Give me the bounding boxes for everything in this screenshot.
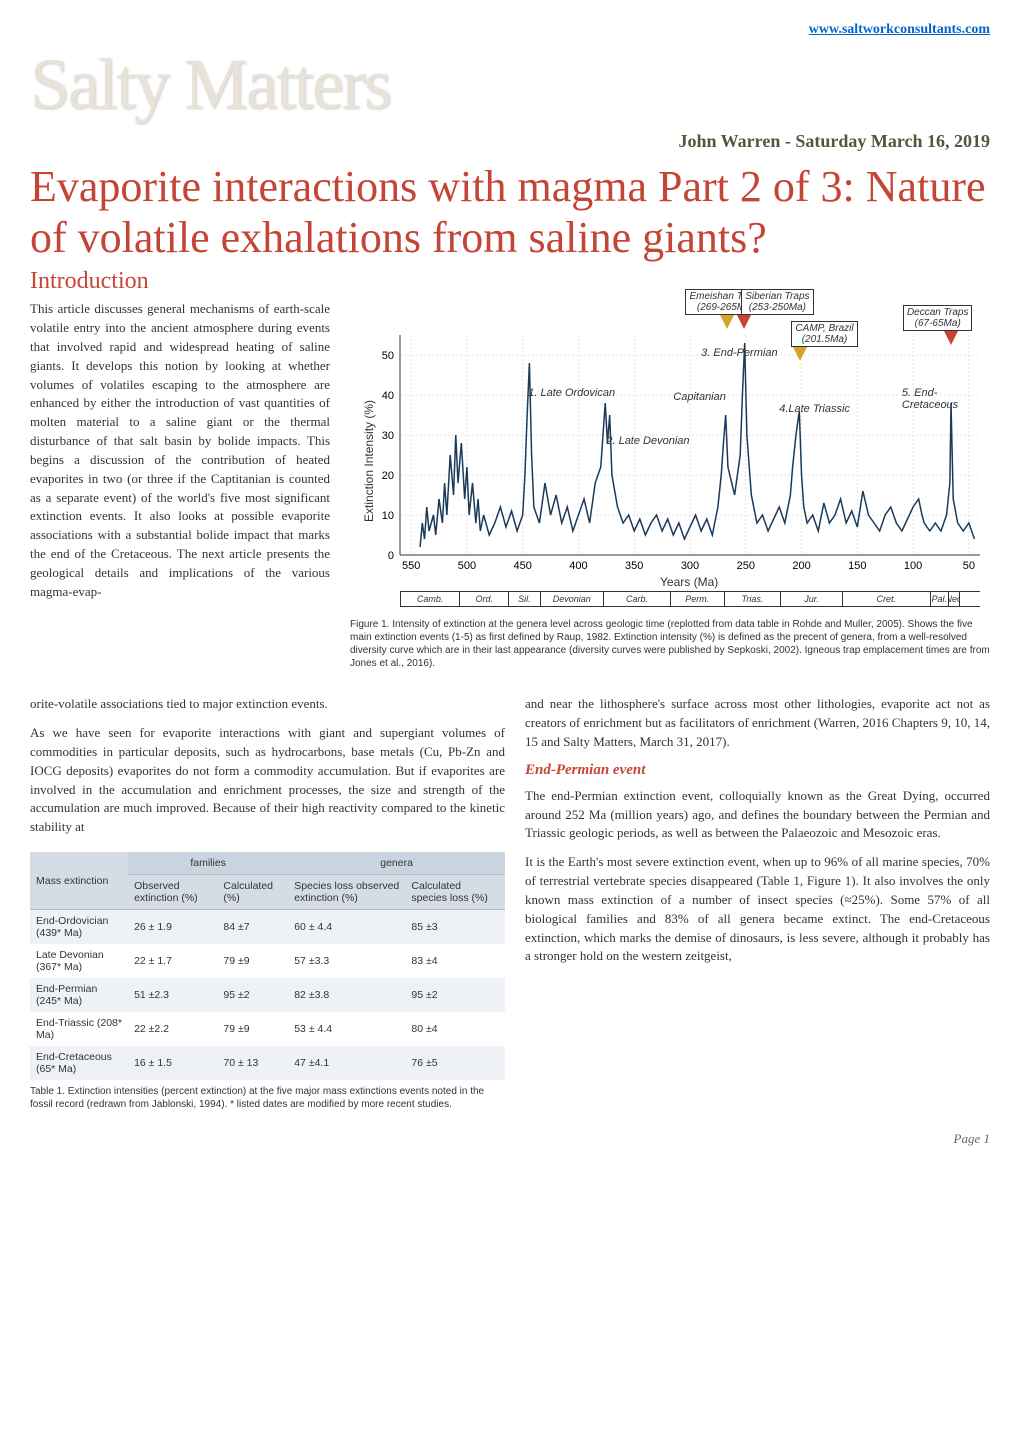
chart-x-axis-title: Years (Ma) [660,575,718,589]
svg-text:50: 50 [382,350,394,362]
svg-text:10: 10 [382,510,394,522]
chart-trap-label: Deccan Traps(67-65Ma) [903,305,973,331]
svg-text:100: 100 [904,560,922,572]
svg-text:0: 0 [388,550,394,562]
byline: John Warren - Saturday March 16, 2019 [30,131,990,152]
table-cell: 70 ± 13 [217,1046,288,1080]
table-cell: 84 ±7 [217,910,288,945]
svg-text:400: 400 [569,560,587,572]
chart-event-label: 3. End-Permian [701,347,777,359]
table-cell: 80 ±4 [405,1012,505,1046]
chart-arrow-icon [720,315,734,329]
right-column: 5505004504003503002502001501005001020304… [350,300,990,685]
left-column: This article discusses general mechanism… [30,300,330,685]
header-link-wrap: www.saltworkconsultants.com [30,20,990,38]
period-cell: Jur. [781,592,842,606]
intro-heading: Introduction [30,268,990,295]
masthead-title: Salty Matters [30,43,990,126]
table-cell: 79 ±9 [217,944,288,978]
chart-arrow-icon [737,315,751,329]
table-cell: 95 ±2 [217,978,288,1012]
svg-text:350: 350 [625,560,643,572]
table-cell: 79 ±9 [217,1012,288,1046]
table-cell: 51 ±2.3 [128,978,217,1012]
table-1: Mass extinctionfamiliesgeneraObserved ex… [30,852,505,1080]
period-cell: Cret. [843,592,931,606]
end-permian-paragraph: The end-Permian extinction event, colloq… [525,787,990,844]
table-cell: 16 ± 1.5 [128,1046,217,1080]
table-cell: 60 ± 4.4 [288,910,405,945]
table-cell: 83 ±4 [405,944,505,978]
table-cell: 76 ±5 [405,1046,505,1080]
period-cell: Devonian [541,592,605,606]
table-cell: 47 ±4.1 [288,1046,405,1080]
svg-text:40: 40 [382,390,394,402]
lower-right-col: and near the lithosphere's surface acros… [525,695,990,1111]
period-cell: Perm. [671,592,725,606]
chart-trap-label: Siberian Traps(253-250Ma) [741,289,813,315]
chart-event-label: 1. Late Ordovican [528,387,615,399]
intro-paragraph-1: This article discusses general mechanism… [30,300,330,602]
chart-event-label: 5. End-Cretaceous [902,387,990,411]
chart-arrow-icon [944,331,958,345]
svg-text:500: 500 [458,560,476,572]
period-cell: Camb. [400,592,460,606]
period-cell: Neo [949,592,960,606]
period-cell: Pal. [931,592,949,606]
period-cell: Sil. [509,592,540,606]
table-cell: Late Devonian (367* Ma) [30,944,128,978]
intro-paragraph-3: As we have seen for evaporite interactio… [30,724,505,837]
chart-event-label: Capitanian [673,391,726,403]
svg-text:50: 50 [963,560,975,572]
chart-arrow-icon [793,347,807,361]
period-cell: Trias. [725,592,782,606]
right-lower-paragraph: It is the Earth's most severe extinction… [525,853,990,966]
figure-1-caption: Figure 1. Intensity of extinction at the… [350,618,990,670]
page-number: Page 1 [30,1131,990,1147]
table-1-caption: Table 1. Extinction intensities (percent… [30,1085,505,1111]
chart-trap-label: CAMP, Brazil(201.5Ma) [791,321,857,347]
svg-text:550: 550 [402,560,420,572]
right-paragraph-1: and near the lithosphere's surface acros… [525,695,990,752]
chart-event-label: 2. Late Devonian [606,435,689,447]
svg-text:200: 200 [792,560,810,572]
svg-text:30: 30 [382,430,394,442]
intro-paragraph-2: orite-volatile associations tied to majo… [30,695,505,714]
table-cell: 22 ± 1.7 [128,944,217,978]
table-cell: 95 ±2 [405,978,505,1012]
chart-period-strip: Camb.Ord.Sil.DevonianCarb.Perm.Trias.Jur… [400,591,980,607]
svg-text:150: 150 [848,560,866,572]
content-columns: This article discusses general mechanism… [30,300,990,685]
chart-event-label: 4.Late Triassic [779,403,850,415]
table-cell: 82 ±3.8 [288,978,405,1012]
table-cell: 85 ±3 [405,910,505,945]
lower-section: orite-volatile associations tied to majo… [30,695,990,1111]
table-cell: 53 ± 4.4 [288,1012,405,1046]
article-title: Evaporite interactions with magma Part 2… [30,162,990,263]
table-cell: 22 ±2.2 [128,1012,217,1046]
svg-text:300: 300 [681,560,699,572]
svg-text:450: 450 [514,560,532,572]
site-link[interactable]: www.saltworkconsultants.com [809,22,990,37]
figure-1-chart: 5505004504003503002502001501005001020304… [350,300,990,610]
table-cell: End-Cretaceous (65* Ma) [30,1046,128,1080]
period-cell: Carb. [604,592,671,606]
table-1-wrap: Mass extinctionfamiliesgeneraObserved ex… [30,852,505,1111]
table-cell: 26 ± 1.9 [128,910,217,945]
table-cell: End-Permian (245* Ma) [30,978,128,1012]
end-permian-heading: End-Permian event [525,762,990,779]
svg-text:20: 20 [382,470,394,482]
chart-y-axis-title: Extinction Intensity (%) [362,400,376,522]
lower-left-col: orite-volatile associations tied to majo… [30,695,505,1111]
table-cell: End-Ordovician (439* Ma) [30,910,128,945]
table-cell: End-Triassic (208* Ma) [30,1012,128,1046]
period-cell: Ord. [460,592,509,606]
svg-text:250: 250 [737,560,755,572]
table-cell: 57 ±3.3 [288,944,405,978]
